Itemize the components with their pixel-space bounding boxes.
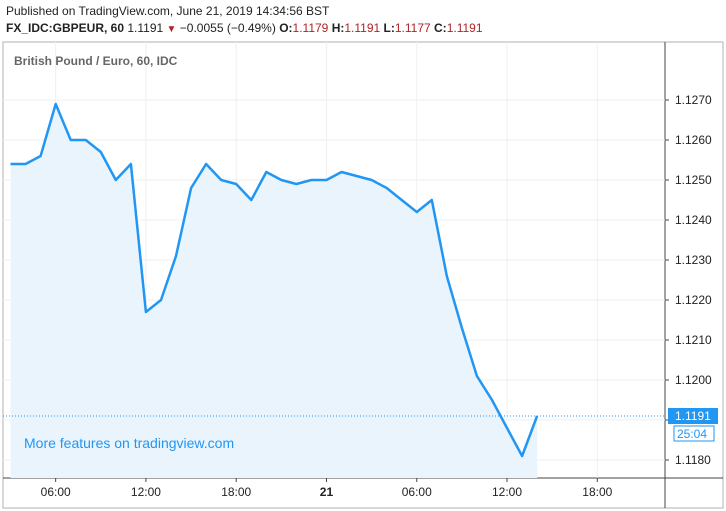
close-label: C: bbox=[434, 21, 447, 35]
time-axis[interactable]: 06:00 12:00 18:00 21 06:00 12:00 18:00 bbox=[41, 478, 613, 499]
low-label: L: bbox=[383, 21, 395, 35]
symbol-label: FX_IDC:GBPEUR, 60 bbox=[6, 21, 125, 35]
symbol-info-bar: FX_IDC:GBPEUR, 60 1.1191 ▼ −0.0055 (−0.4… bbox=[6, 21, 483, 35]
chart-frame bbox=[2, 41, 724, 509]
down-triangle-icon: ▼ bbox=[166, 24, 177, 35]
last-price-badge-bg bbox=[668, 408, 718, 424]
countdown-badge-bg bbox=[673, 425, 715, 442]
published-caption: Published on TradingView.com, June 21, 2… bbox=[6, 4, 330, 18]
x-tick-label: 18:00 bbox=[221, 485, 251, 499]
low-value: 1.1177 bbox=[394, 21, 431, 35]
y-tick-label: 1.1200 bbox=[675, 373, 712, 387]
last-price: 1.1191 bbox=[127, 21, 164, 35]
x-tick-label: 18:00 bbox=[582, 485, 612, 499]
high-label: H: bbox=[331, 21, 345, 35]
x-tick-label: 12:00 bbox=[492, 485, 522, 499]
close-value: 1.1191 bbox=[446, 21, 483, 35]
y-tick-label: 1.1180 bbox=[675, 453, 711, 467]
bar-countdown: 25:04 bbox=[677, 427, 707, 441]
open-value: 1.1179 bbox=[292, 21, 329, 35]
y-tick-label: 1.1260 bbox=[675, 133, 712, 147]
y-tick-label: 1.1240 bbox=[675, 213, 712, 227]
watermark-text[interactable]: More features on tradingview.com bbox=[24, 435, 234, 451]
x-tick-label: 21 bbox=[320, 485, 334, 499]
y-tick-label: 1.1250 bbox=[675, 173, 712, 187]
y-tick-label: 1.1210 bbox=[675, 333, 712, 347]
x-tick-label: 06:00 bbox=[402, 485, 432, 499]
last-price-label: 1.1191 bbox=[675, 409, 711, 423]
price-line bbox=[10, 102, 539, 458]
y-tick-label: 1.1220 bbox=[675, 293, 712, 307]
x-tick-label: 06:00 bbox=[41, 485, 71, 499]
y-tick-label: 1.1270 bbox=[675, 93, 712, 107]
open-label: O: bbox=[279, 21, 293, 35]
x-tick-label: 12:00 bbox=[131, 485, 161, 499]
y-tick-label: 1.1230 bbox=[675, 253, 712, 267]
last-price-badge: 1.1191 25:04 bbox=[668, 408, 718, 442]
price-area-fill bbox=[10, 104, 538, 478]
high-value: 1.1191 bbox=[344, 21, 381, 35]
chart-title: British Pound / Euro, 60, IDC bbox=[14, 54, 178, 68]
price-change: −0.0055 (−0.49%) bbox=[179, 21, 276, 35]
